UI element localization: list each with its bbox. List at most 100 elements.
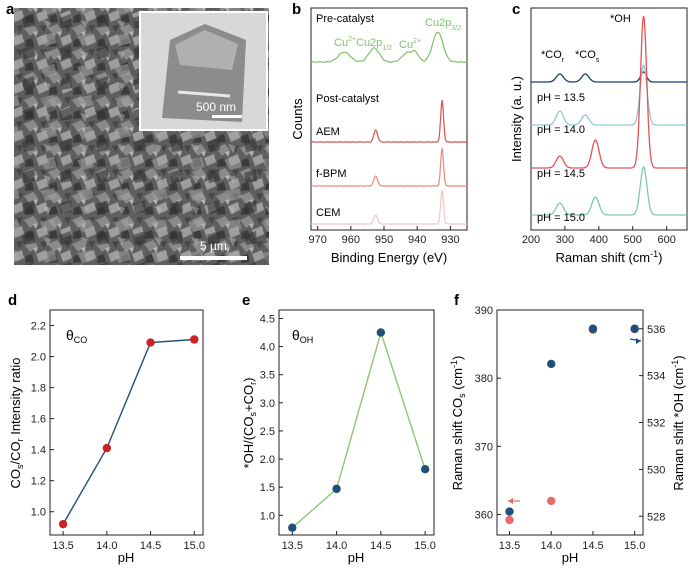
xps-peak-label-cu2plus-a: Cu2+: [334, 36, 356, 49]
panel-label-a: a: [6, 1, 15, 18]
chart-d-x-tick-label: 13.5: [52, 540, 73, 552]
raman-x-tick-label: 300: [556, 234, 574, 246]
raman-trace-label-145: pH = 14.5: [537, 168, 585, 180]
chart-f-y-label-left: Raman shift COs (cm-1): [449, 356, 467, 491]
raman-trace-label-135: pH = 13.5: [537, 92, 585, 104]
xps-x-axis-label: Binding Energy (eV): [331, 250, 447, 265]
xps-panel: 970 960 950 940 930 Pre-catalyst Post-cataly…: [290, 7, 468, 265]
raman-x-tick-label: 600: [657, 234, 675, 246]
chart-d-line: [62, 338, 195, 525]
sem-main-scale-label: 5 µm: [200, 239, 227, 253]
chart-e-y-tick-label: 4.0: [260, 342, 275, 354]
chart-e-marks: [288, 328, 430, 532]
xps-x-tick-label: 950: [375, 234, 393, 246]
raman-trace-label-140: pH = 14.0: [537, 124, 585, 136]
panel-label-e: e: [242, 292, 250, 309]
raman-peak-label-cor: *COr: [541, 49, 565, 64]
xps-peak-label-cu2p32: Cu2p3/2: [425, 17, 461, 32]
chart-e-y-tick-label: 1.5: [260, 482, 275, 494]
chart-e-x-tick-label: 13.5: [282, 540, 303, 552]
chart-f-x-tick-label: 13.5: [499, 540, 520, 552]
chart-e-point: [332, 484, 341, 494]
raman-x-tick-label: 400: [590, 234, 608, 246]
chart-d-y-tick-label: 1.4: [31, 445, 46, 457]
raman-curve-1: [531, 63, 687, 126]
raman-curve-2: [531, 15, 687, 169]
chart-f-point-right: [547, 359, 556, 369]
chart-f-left-arrowhead: [508, 498, 513, 504]
chart-e-line: [291, 330, 426, 529]
chart-f-y-tick-label-right: 532: [647, 418, 665, 430]
chart-f-y-tick-label-left: 380: [475, 373, 493, 385]
chart-d-axes: 13.5 14.0 14.5 15.0 1.0 1.2 1.4 1.6 1.8 2.0 2.2: [31, 321, 205, 552]
raman-curve-3: [531, 165, 687, 216]
xps-plot-frame: [310, 7, 468, 231]
chart-d-y-label: COs/COr Intensity ratio: [8, 357, 25, 488]
chart-d-x-tick-label: 15.0: [184, 540, 205, 552]
raman-peak-label-cos: *COs: [575, 49, 600, 64]
xps-trace-label-cem: CEM: [316, 207, 340, 219]
chart-e-y-tick-label: 3.5: [260, 370, 275, 382]
chart-e-point: [288, 523, 297, 532]
raman-plot-frame: [530, 7, 688, 231]
chart-d-point: [190, 335, 199, 344]
raman-x-tick-label: 500: [624, 234, 642, 246]
chart-e-y-label: *OH/(COs+COr): [241, 378, 258, 469]
chart-d-marks: [58, 335, 199, 529]
chart-f-y-tick-label-left: 390: [475, 305, 493, 317]
xps-curve-cem: [310, 189, 468, 225]
chart-f-point-right: [505, 507, 514, 516]
xps-trace-label-aem: AEM: [316, 126, 340, 138]
chart-d-x-label: pH: [118, 550, 135, 565]
xps-x-tick-label: 930: [441, 234, 459, 246]
chart-e-y-tick-label: 2.5: [260, 426, 275, 438]
chart-e-point: [420, 464, 430, 474]
chart-f-marks: [505, 324, 639, 525]
xps-x-tick-label: 960: [342, 234, 360, 246]
chart-e-y-tick-label: 1.0: [260, 510, 275, 522]
raman-x-ticks: 200 300 400 500 600: [522, 226, 676, 246]
chart-f: 13.5 14.0 14.5 15.0 360 370 380 390 528 530 532 534…: [449, 305, 686, 565]
panel-label-c: c: [512, 1, 520, 18]
sem-image-panel: 5 µm 500 nm 5 µm: [14, 8, 269, 265]
xps-curve-pre-catalyst: [310, 31, 468, 64]
raman-y-axis-label: Intensity (a. u.): [509, 76, 524, 162]
chart-f-point-left: [547, 496, 556, 506]
chart-d-point: [58, 519, 68, 529]
chart-d-y-tick-label: 2.2: [31, 321, 46, 333]
chart-d-y-tick-label: 1.2: [31, 476, 46, 488]
chart-d: 13.5 14.0 14.5 15.0 1.0 1.2 1.4 1.6 1.8 2.0 2.2 θC…: [8, 309, 205, 565]
xps-curve-aem: [310, 99, 468, 143]
panel-label-f: f: [454, 292, 460, 309]
xps-y-axis-label: Counts: [290, 98, 305, 140]
xps-x-tick-label: 940: [408, 234, 426, 246]
chart-d-y-tick-label: 1.6: [31, 414, 46, 426]
raman-x-tick-label: 200: [522, 234, 540, 246]
chart-f-y-tick-label-right: 534: [647, 371, 665, 383]
xps-peak-label-cu2p12: Cu2p1/2: [356, 37, 392, 52]
raman-trace-label-150: pH = 15.0: [537, 212, 585, 224]
sem-main-scalebar: [180, 256, 247, 260]
sem-inset-crystal-face: [175, 30, 238, 70]
chart-f-x-tick-label: 15.0: [624, 540, 645, 552]
chart-e-x-tick-label: 14.0: [326, 540, 347, 552]
panel-label-d: d: [8, 292, 17, 309]
xps-x-ticks: 970 960 950 940 930: [308, 226, 460, 246]
xps-curves: [310, 31, 468, 225]
chart-f-y-tick-label-right: 528: [647, 511, 665, 523]
sem-inset-scalebar: [212, 115, 242, 118]
sem-inset-streak: [177, 90, 231, 98]
chart-e-x-tick-label: 15.0: [414, 540, 435, 552]
chart-f-y-tick-label-left: 360: [475, 510, 493, 522]
raman-x-axis-label: Raman shift (cm-1): [556, 249, 663, 265]
sem-inset-scale-label-text: 500 nm: [196, 100, 236, 114]
raman-peak-label-oh: *OH: [610, 13, 631, 25]
xps-curve-fbpm: [310, 147, 468, 187]
chart-f-point-right: [630, 324, 639, 333]
chart-f-x-tick-label: 14.0: [541, 540, 562, 552]
chart-d-point: [146, 338, 155, 347]
xps-x-tick-label: 970: [308, 234, 326, 246]
chart-f-x-label: pH: [562, 550, 579, 565]
chart-e-y-tick-label: 2.0: [260, 454, 275, 466]
